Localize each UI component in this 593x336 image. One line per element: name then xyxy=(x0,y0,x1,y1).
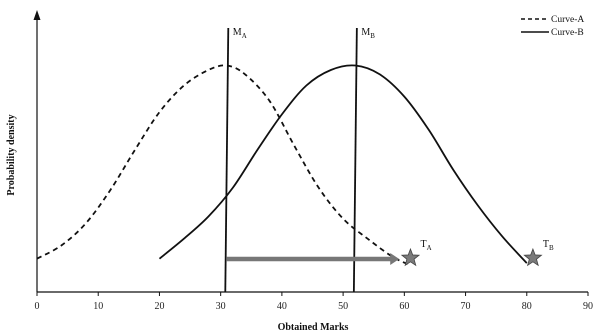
x-tick-label: 40 xyxy=(277,301,287,312)
x-axis-title: Obtained Marks xyxy=(278,322,349,333)
y-axis-title: Probability density xyxy=(6,114,17,195)
x-tick-label: 30 xyxy=(216,301,226,312)
x-tick-label: 60 xyxy=(399,301,409,312)
x-tick-label: 70 xyxy=(461,301,471,312)
target-star-ta xyxy=(400,247,421,267)
target-star-tb xyxy=(523,247,543,267)
x-tick-label: 20 xyxy=(154,301,164,312)
x-tick-label: 90 xyxy=(583,301,593,312)
x-tick-label: 80 xyxy=(522,301,532,312)
marker-label-mb: MB xyxy=(361,27,375,40)
x-tick-label: 10 xyxy=(93,301,103,312)
marker-line-ma xyxy=(224,27,230,293)
marker-layer: MA MB TA TB xyxy=(224,27,554,293)
x-tick-label: 50 xyxy=(338,301,348,312)
series-line-curve-b xyxy=(158,64,528,264)
x-tick-label: 0 xyxy=(35,301,40,312)
marker-line-mb xyxy=(352,27,358,293)
legend: Curve-A Curve-B xyxy=(521,15,584,38)
x-ticks: 0 10 20 30 40 50 60 70 80 90 xyxy=(35,292,593,312)
shift-arrow-head xyxy=(390,253,400,265)
y-axis-arrowhead xyxy=(33,10,41,20)
target-label-ta: TA xyxy=(420,239,431,252)
target-label-tb: TB xyxy=(543,239,554,252)
legend-label-curve-a: Curve-A xyxy=(551,15,584,25)
marker-label-ma: MA xyxy=(233,27,247,40)
series-layer xyxy=(36,64,528,267)
legend-label-curve-b: Curve-B xyxy=(551,28,584,38)
